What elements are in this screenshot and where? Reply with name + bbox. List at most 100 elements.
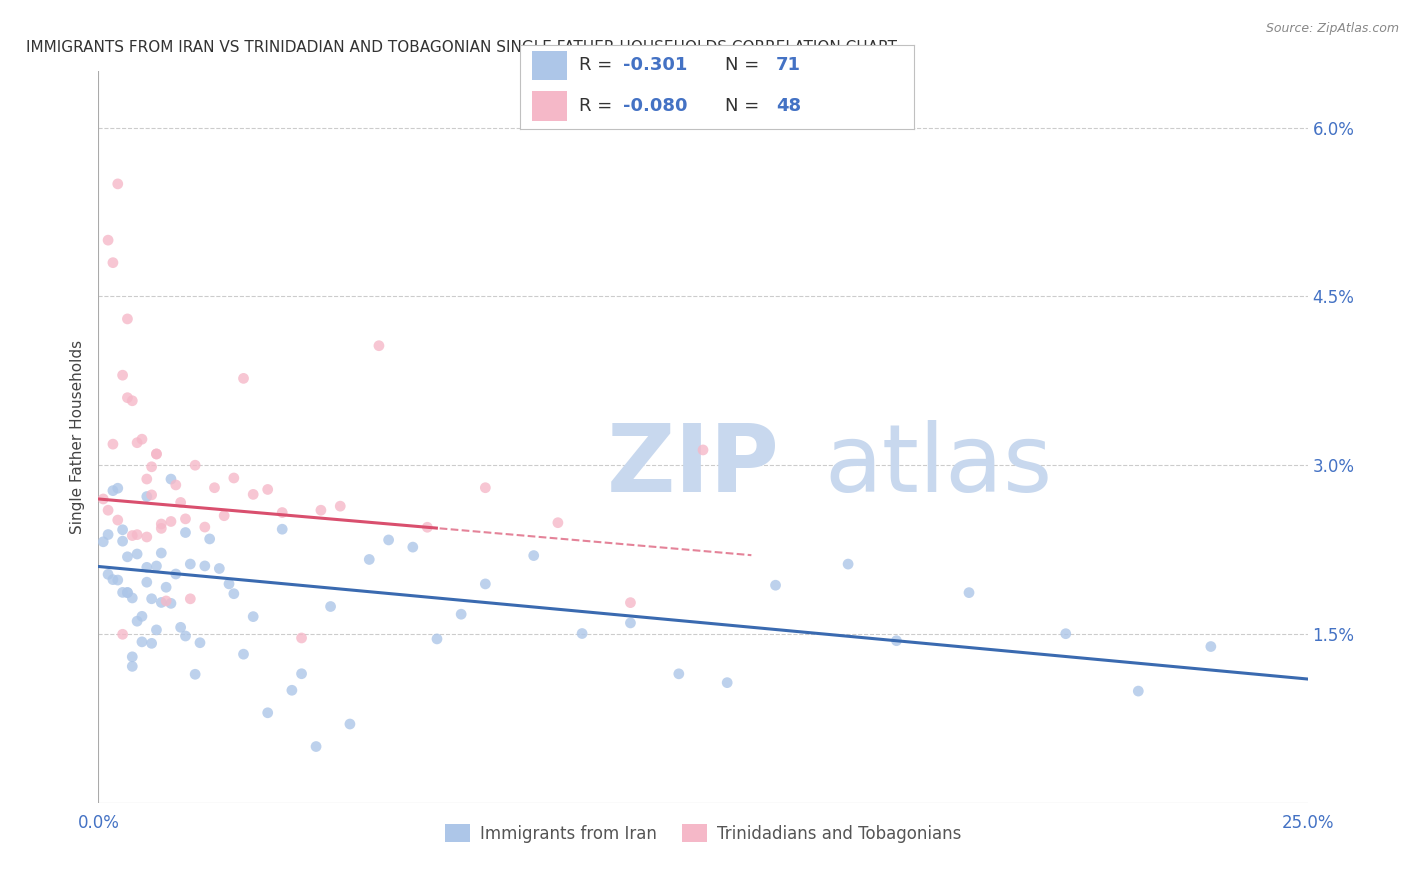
Point <box>101 437 124 451</box>
Point <box>97 233 120 247</box>
Bar <box>531 51 568 80</box>
Text: IMMIGRANTS FROM IRAN VS TRINIDADIAN AND TOBAGONIAN SINGLE FATHER HOUSEHOLDS CORR: IMMIGRANTS FROM IRAN VS TRINIDADIAN AND … <box>25 40 897 55</box>
Point <box>242 609 264 624</box>
Point <box>141 459 163 474</box>
Point <box>145 623 167 637</box>
Point <box>121 659 143 673</box>
Point <box>174 525 197 540</box>
Point <box>305 739 328 754</box>
Point <box>127 547 149 561</box>
Point <box>91 491 114 506</box>
Point <box>150 521 173 535</box>
Point <box>135 530 157 544</box>
Text: -0.080: -0.080 <box>623 96 688 114</box>
Point <box>169 620 191 634</box>
Point <box>111 368 134 383</box>
Point <box>117 549 139 564</box>
Point <box>160 472 183 486</box>
Point <box>135 575 157 590</box>
Point <box>222 471 245 485</box>
Point <box>111 534 134 549</box>
Point <box>117 312 139 326</box>
Point <box>107 481 129 495</box>
Point <box>184 458 207 473</box>
Point <box>547 516 569 530</box>
Point <box>150 595 173 609</box>
Point <box>141 591 163 606</box>
Point <box>256 483 278 497</box>
Point <box>179 591 201 606</box>
Point <box>97 527 120 541</box>
Text: R =: R = <box>579 96 619 114</box>
Point <box>107 573 129 587</box>
Point <box>117 585 139 599</box>
Point <box>174 512 197 526</box>
Point <box>107 177 129 191</box>
Point <box>155 580 177 594</box>
Point <box>242 487 264 501</box>
Point <box>1128 684 1150 698</box>
Point <box>101 255 124 269</box>
Point <box>692 442 714 457</box>
Point <box>145 447 167 461</box>
Point <box>121 591 143 605</box>
Point <box>204 481 226 495</box>
Point <box>281 683 304 698</box>
Point <box>256 706 278 720</box>
Point <box>188 636 211 650</box>
Point <box>131 635 153 649</box>
Text: 48: 48 <box>776 96 801 114</box>
Point <box>329 499 352 513</box>
Text: Source: ZipAtlas.com: Source: ZipAtlas.com <box>1265 22 1399 36</box>
Point <box>198 532 221 546</box>
Point <box>131 609 153 624</box>
Point <box>97 503 120 517</box>
Point <box>222 587 245 601</box>
Point <box>474 577 496 591</box>
Point <box>837 557 859 571</box>
Text: atlas: atlas <box>824 420 1052 512</box>
Point <box>101 483 124 498</box>
Point <box>160 596 183 610</box>
Point <box>194 558 217 573</box>
Point <box>131 432 153 446</box>
Point <box>523 549 546 563</box>
Text: -0.301: -0.301 <box>623 56 688 74</box>
Point <box>377 533 399 547</box>
Point <box>117 585 139 599</box>
Point <box>111 523 134 537</box>
Point <box>450 607 472 622</box>
Point <box>101 573 124 587</box>
Point <box>121 528 143 542</box>
Point <box>179 557 201 571</box>
Point <box>290 631 312 645</box>
Point <box>619 615 641 630</box>
Point <box>271 522 294 536</box>
Point <box>184 667 207 681</box>
Point <box>571 626 593 640</box>
Point <box>135 472 157 486</box>
Point <box>765 578 787 592</box>
Point <box>218 577 240 591</box>
Point <box>150 546 173 560</box>
Text: 71: 71 <box>776 56 801 74</box>
Point <box>426 632 449 646</box>
Point <box>359 552 381 566</box>
Point <box>174 629 197 643</box>
Point <box>619 596 641 610</box>
Point <box>97 567 120 582</box>
Point <box>155 594 177 608</box>
Text: R =: R = <box>579 56 619 74</box>
Point <box>416 520 439 534</box>
Point <box>668 666 690 681</box>
Point <box>107 513 129 527</box>
Point <box>232 647 254 661</box>
Point <box>1199 640 1222 654</box>
Point <box>339 717 361 731</box>
Point <box>319 599 342 614</box>
Point <box>716 675 738 690</box>
Point <box>135 560 157 574</box>
Y-axis label: Single Father Households: Single Father Households <box>69 340 84 534</box>
Point <box>127 614 149 628</box>
Point <box>165 478 187 492</box>
